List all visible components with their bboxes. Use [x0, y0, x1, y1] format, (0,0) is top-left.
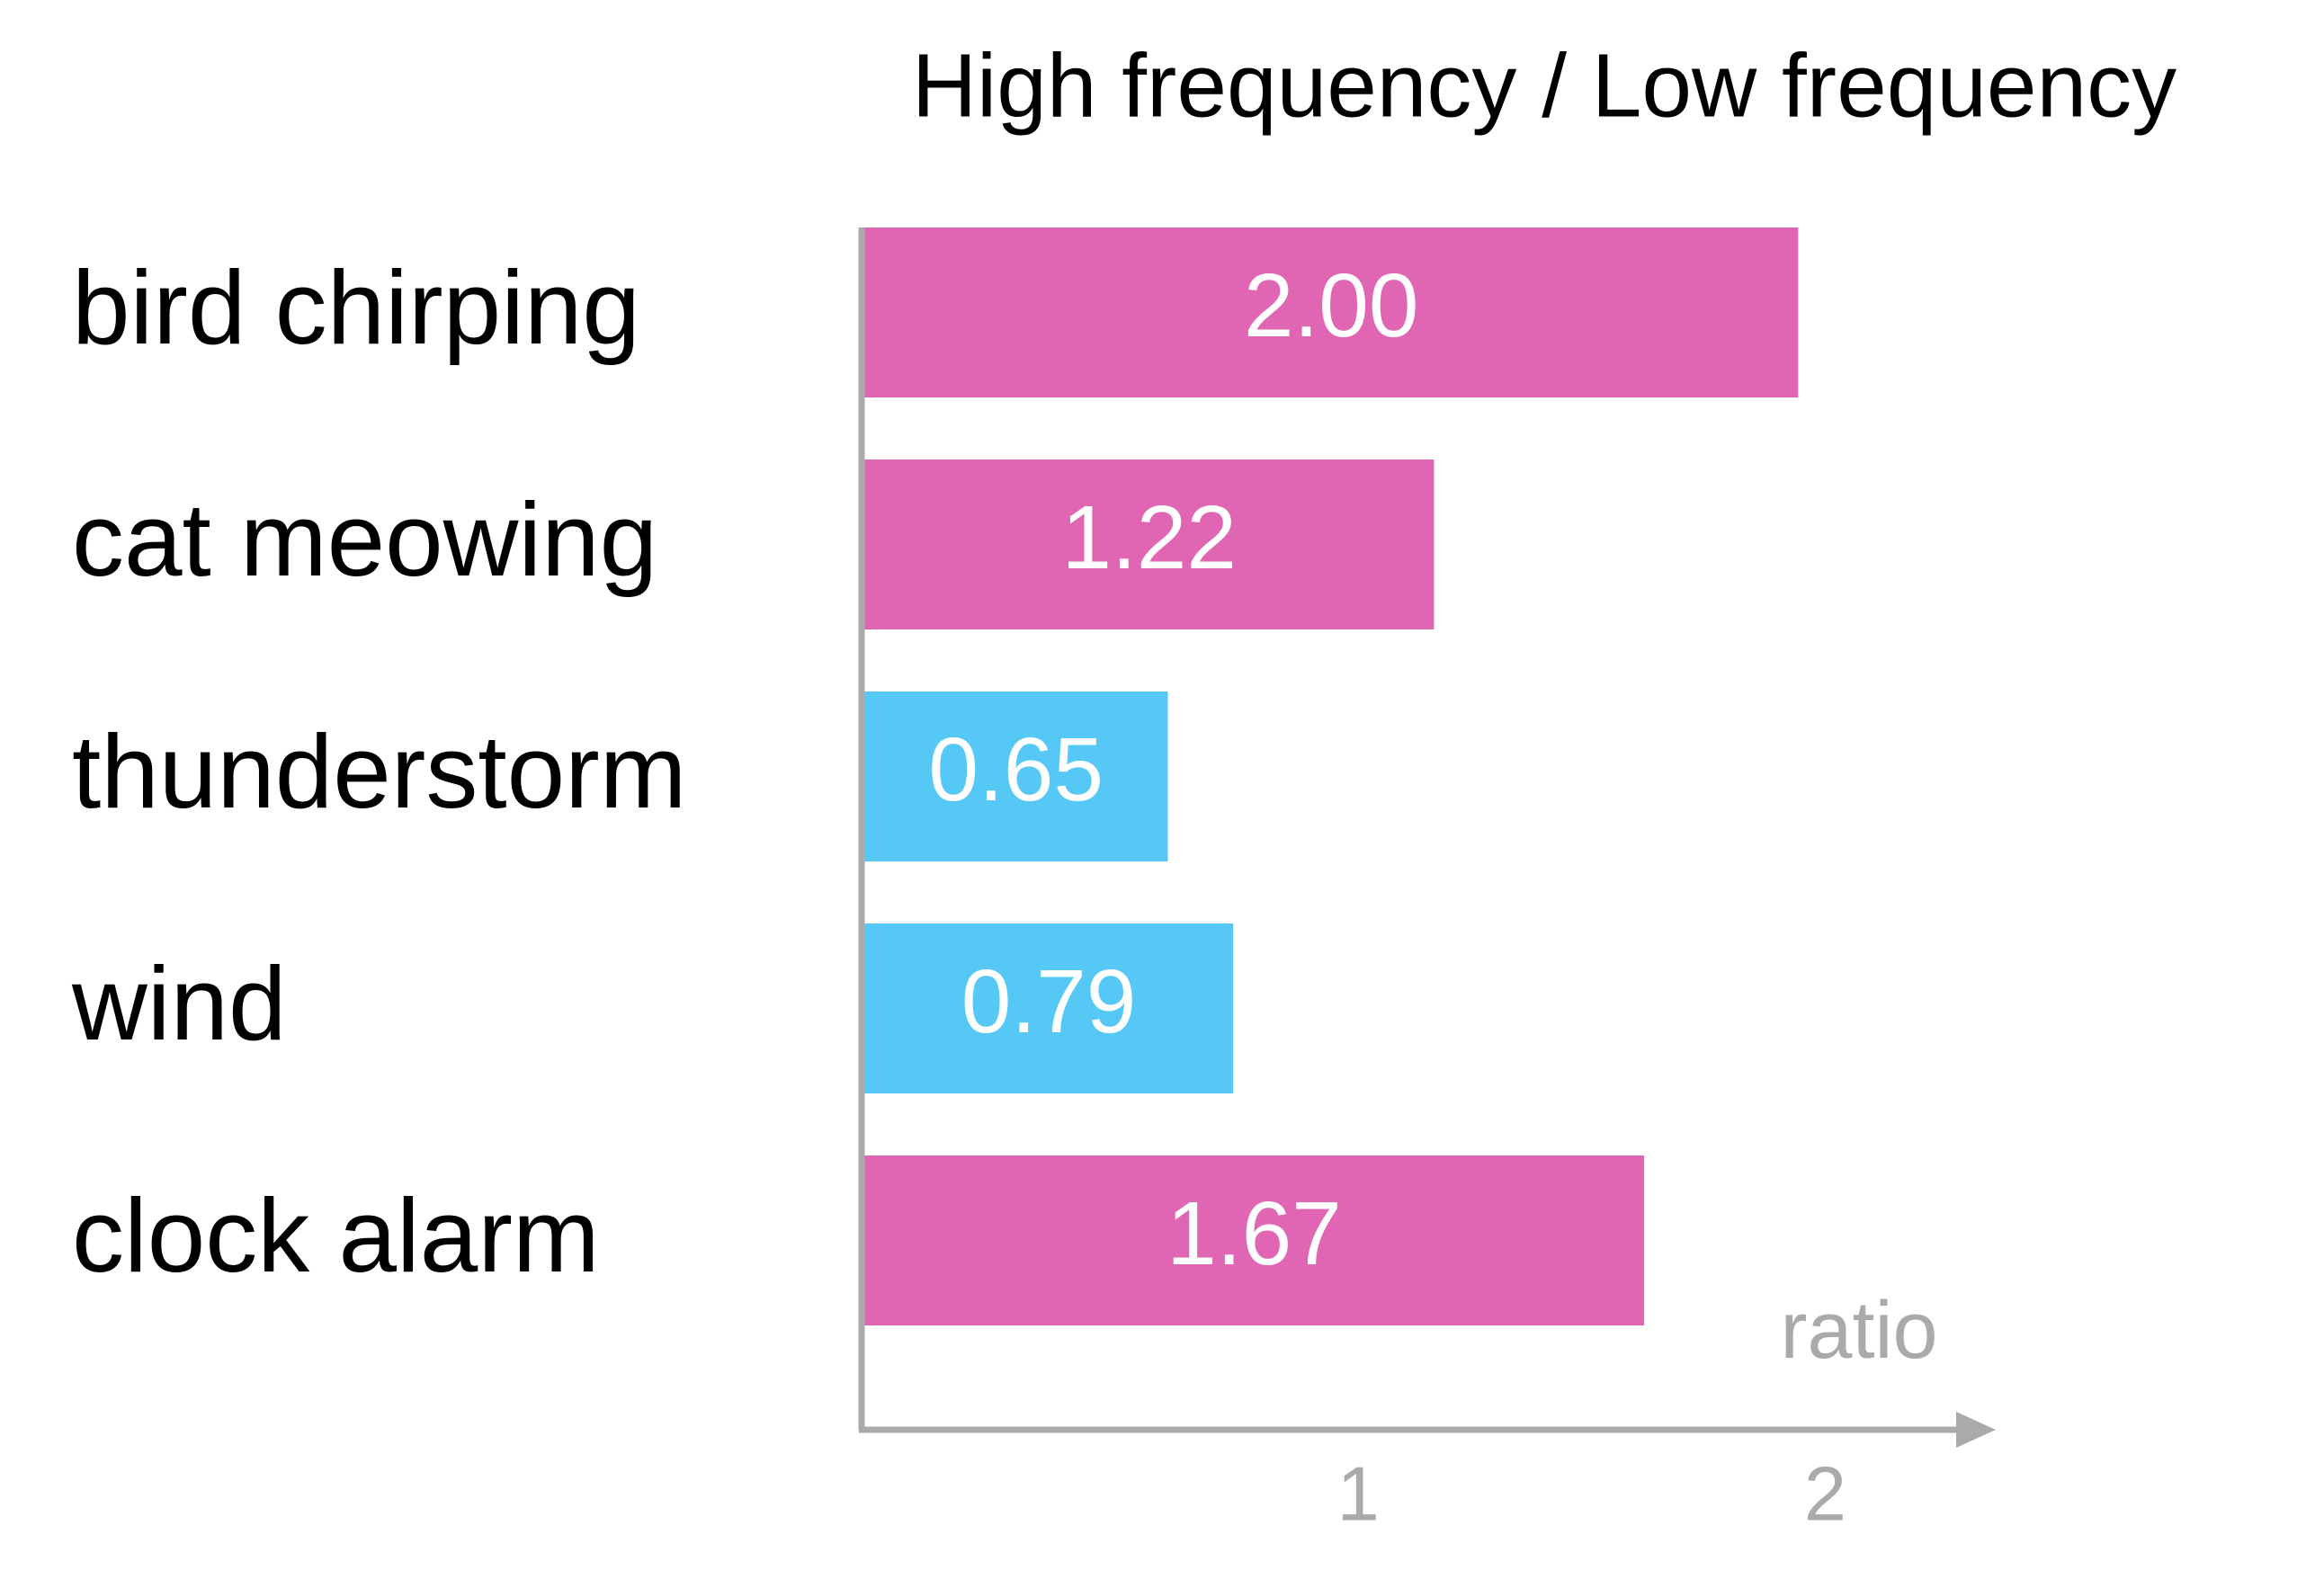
- y-tick-label: cat meowing: [72, 481, 657, 598]
- value-label: 0.65: [928, 719, 1104, 820]
- bar: [864, 923, 1234, 1093]
- bar: [864, 691, 1168, 861]
- y-tick-label: wind: [71, 945, 287, 1062]
- bar: [864, 1155, 1645, 1325]
- value-label: 1.67: [1166, 1183, 1342, 1284]
- bar: [864, 459, 1435, 629]
- y-tick-label: clock alarm: [72, 1177, 600, 1294]
- y-tick-label: thunderstorm: [72, 713, 686, 830]
- y-tick-label: bird chirping: [72, 249, 640, 366]
- value-label: 2.00: [1244, 255, 1419, 356]
- x-axis-label: ratio: [1780, 1286, 1937, 1376]
- value-label: 1.22: [1061, 487, 1237, 588]
- chart-title: High frequency / Low frequency: [912, 35, 2177, 136]
- x-tick-label: 2: [1804, 1451, 1846, 1537]
- bar: [864, 227, 1799, 397]
- value-label: 0.79: [961, 951, 1137, 1052]
- x-tick-label: 1: [1337, 1451, 1380, 1537]
- x-axis-arrow: [1956, 1412, 1996, 1448]
